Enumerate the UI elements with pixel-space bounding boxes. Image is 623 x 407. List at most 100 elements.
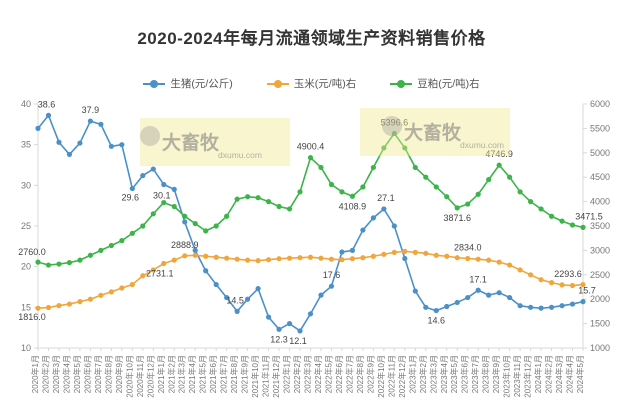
watermark-logo-left <box>140 126 160 146</box>
svg-text:2020年3月: 2020年3月 <box>51 355 61 393</box>
legend-label-soybeanmeal: 豆粕(元/吨)右 <box>417 78 480 90</box>
svg-text:2022年7月: 2022年7月 <box>344 355 354 393</box>
svg-text:2020年8月: 2020年8月 <box>103 355 113 393</box>
svg-text:2022年12月: 2022年12月 <box>397 355 407 398</box>
svg-text:2024年5月: 2024年5月 <box>575 355 585 393</box>
svg-text:2760.0: 2760.0 <box>18 247 46 257</box>
svg-text:1816.0: 1816.0 <box>18 312 46 322</box>
chart-legend: 生猪(元/公斤) 玉米(元/吨)右 豆粕(元/吨)右 <box>0 78 623 90</box>
svg-text:5000: 5000 <box>590 148 610 158</box>
watermark-sub-right: dxumu.com <box>460 140 504 150</box>
svg-text:2024年1月: 2024年1月 <box>533 355 543 393</box>
svg-text:30.1: 30.1 <box>153 191 171 201</box>
svg-text:3871.6: 3871.6 <box>443 213 471 223</box>
svg-text:2023年10月: 2023年10月 <box>502 355 512 398</box>
svg-text:2020年5月: 2020年5月 <box>72 355 82 393</box>
svg-text:2022年2月: 2022年2月 <box>292 355 302 393</box>
svg-text:2023年9月: 2023年9月 <box>491 355 501 393</box>
svg-text:2021年1月: 2021年1月 <box>156 355 166 393</box>
page-title: 2020-2024年每月流通领域生产资料销售价格 <box>137 29 486 48</box>
svg-text:2020年4月: 2020年4月 <box>61 355 71 393</box>
svg-text:2023年6月: 2023年6月 <box>460 355 470 393</box>
svg-text:2021年4月: 2021年4月 <box>187 355 197 393</box>
svg-text:2020年6月: 2020年6月 <box>82 355 92 393</box>
svg-text:2021年8月: 2021年8月 <box>229 355 239 393</box>
svg-text:2021年12月: 2021年12月 <box>271 355 281 398</box>
svg-text:2021年2月: 2021年2月 <box>166 355 176 393</box>
svg-text:5500: 5500 <box>590 123 610 133</box>
legend-item-pig[interactable]: 生猪(元/公斤) <box>143 78 233 90</box>
svg-text:2022年6月: 2022年6月 <box>334 355 344 393</box>
svg-text:14.6: 14.6 <box>428 316 446 326</box>
svg-text:2888.9: 2888.9 <box>171 240 199 250</box>
svg-text:4500: 4500 <box>590 172 610 182</box>
svg-text:3471.5: 3471.5 <box>575 211 603 221</box>
svg-text:2023年7月: 2023年7月 <box>470 355 480 393</box>
svg-text:2022年8月: 2022年8月 <box>355 355 365 393</box>
svg-text:2023年8月: 2023年8月 <box>481 355 491 393</box>
svg-text:2024年2月: 2024年2月 <box>544 355 554 393</box>
svg-text:2023年1月: 2023年1月 <box>407 355 417 393</box>
svg-text:2022年10月: 2022年10月 <box>376 355 386 398</box>
svg-text:2023年5月: 2023年5月 <box>449 355 459 393</box>
svg-text:4000: 4000 <box>590 197 610 207</box>
svg-text:2731.1: 2731.1 <box>146 269 174 279</box>
watermark-logo-right <box>382 116 402 136</box>
svg-text:2500: 2500 <box>590 270 610 280</box>
svg-text:10: 10 <box>21 343 31 353</box>
svg-text:35: 35 <box>21 140 31 150</box>
svg-text:12.3: 12.3 <box>270 334 288 344</box>
watermark-right <box>360 108 510 156</box>
legend-marker-soybeanmeal <box>390 80 413 88</box>
svg-text:2023年4月: 2023年4月 <box>439 355 449 393</box>
svg-text:38.6: 38.6 <box>38 99 56 109</box>
svg-text:20: 20 <box>21 262 31 272</box>
svg-text:2021年7月: 2021年7月 <box>219 355 229 393</box>
svg-text:2023年2月: 2023年2月 <box>418 355 428 393</box>
svg-text:37.9: 37.9 <box>82 105 100 115</box>
svg-text:2000: 2000 <box>590 294 610 304</box>
svg-text:15: 15 <box>21 302 31 312</box>
watermark-text-right: 大畜牧 <box>404 123 462 144</box>
svg-text:2021年9月: 2021年9月 <box>240 355 250 393</box>
legend-item-corn[interactable]: 玉米(元/吨)右 <box>266 78 357 90</box>
svg-text:2834.0: 2834.0 <box>454 243 482 253</box>
svg-text:4108.9: 4108.9 <box>339 201 367 211</box>
legend-item-soybeanmeal[interactable]: 豆粕(元/吨)右 <box>390 78 480 90</box>
svg-text:29.6: 29.6 <box>122 193 140 203</box>
svg-text:25: 25 <box>21 221 31 231</box>
legend-marker-corn <box>266 80 289 88</box>
watermark-text-left: 大畜牧 <box>162 133 220 154</box>
svg-text:2020年10月: 2020年10月 <box>124 355 134 398</box>
svg-text:14.5: 14.5 <box>226 295 244 305</box>
svg-text:2020年9月: 2020年9月 <box>114 355 124 393</box>
svg-text:2024年3月: 2024年3月 <box>554 355 564 393</box>
svg-text:2022年4月: 2022年4月 <box>313 355 323 393</box>
svg-text:2023年11月: 2023年11月 <box>512 355 522 397</box>
svg-text:2022年3月: 2022年3月 <box>303 355 313 393</box>
legend-label-corn: 玉米(元/吨)右 <box>293 78 357 90</box>
legend-label-pig: 生猪(元/公斤) <box>170 78 233 90</box>
svg-text:5396.6: 5396.6 <box>381 117 409 127</box>
svg-text:2022年11月: 2022年11月 <box>386 355 396 397</box>
svg-text:2021年3月: 2021年3月 <box>177 355 187 393</box>
svg-text:2022年1月: 2022年1月 <box>282 355 292 393</box>
svg-text:2024年4月: 2024年4月 <box>565 355 575 393</box>
svg-text:4900.4: 4900.4 <box>297 142 325 152</box>
svg-text:2020年11月: 2020年11月 <box>135 355 145 397</box>
svg-text:2021年6月: 2021年6月 <box>208 355 218 393</box>
svg-text:17.1: 17.1 <box>469 274 487 284</box>
svg-text:2021年11月: 2021年11月 <box>261 355 271 397</box>
watermark-sub-left: dxumu.com <box>218 150 262 160</box>
svg-text:2023年3月: 2023年3月 <box>428 355 438 393</box>
svg-text:2293.6: 2293.6 <box>554 269 582 279</box>
svg-text:3000: 3000 <box>590 245 610 255</box>
svg-text:2022年5月: 2022年5月 <box>323 355 333 393</box>
svg-text:30: 30 <box>21 180 31 190</box>
svg-text:2022年9月: 2022年9月 <box>365 355 375 393</box>
svg-text:1500: 1500 <box>590 319 610 329</box>
svg-text:6000: 6000 <box>590 99 610 109</box>
svg-text:2020年7月: 2020年7月 <box>93 355 103 393</box>
svg-text:2023年12月: 2023年12月 <box>523 355 533 398</box>
